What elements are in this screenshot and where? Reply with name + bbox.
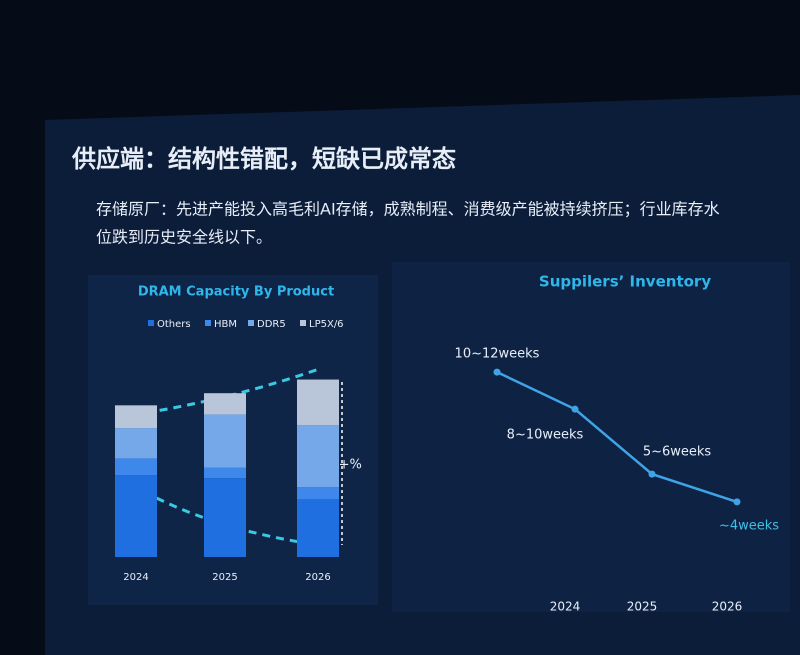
bar-segment: [297, 425, 339, 488]
x-tick-label: 2026: [305, 572, 330, 583]
trend-arrow: [131, 483, 321, 547]
point: [571, 405, 579, 413]
value-label: 10~12weeks: [455, 347, 540, 362]
value-label: ~4weeks: [719, 518, 779, 533]
bar-segment: [297, 487, 339, 500]
bar-segment: [204, 393, 246, 415]
legend-label: Others: [157, 319, 191, 330]
value-label: 8~10weeks: [507, 428, 584, 443]
bar-segment: [115, 428, 157, 459]
value-label: 5~6weeks: [643, 445, 712, 460]
bar-segment: [297, 499, 339, 557]
legend-swatch: [300, 320, 306, 326]
slide-title: 供应端：结构性错配，短缺已成常态: [71, 145, 456, 173]
point: [733, 498, 741, 506]
legend-swatch: [148, 320, 154, 326]
x-tick-label: 2025: [627, 600, 658, 614]
x-tick-label: 2026: [712, 600, 743, 614]
panel-right: [392, 262, 790, 612]
slide-subtitle: 位跌到历史安全线以下。: [96, 228, 272, 247]
x-tick-label: 2024: [550, 600, 581, 614]
bar-segment: [115, 405, 157, 429]
legend-swatch: [205, 320, 211, 326]
bar-segment: [204, 478, 246, 557]
point: [648, 470, 656, 478]
bar-segment: [204, 467, 246, 479]
x-tick-label: 2025: [212, 572, 237, 583]
point: [493, 368, 501, 376]
bar-segment: [115, 458, 157, 476]
bar-segment: [204, 414, 246, 468]
chart-title: Suppilers’ Inventory: [539, 273, 711, 291]
legend-label: HBM: [214, 319, 237, 330]
bar-segment: [115, 475, 157, 557]
line: [496, 370, 738, 504]
legend-label: LP5X/6: [309, 319, 344, 330]
x-tick-label: 2024: [123, 572, 148, 583]
legend-label: DDR5: [257, 319, 286, 330]
slide-subtitle: 存储原厂：先进产能投入高毛利AI存储，成熟制程、消费级产能被持续挤压；行业库存水: [96, 200, 720, 219]
bar-segment: [297, 379, 339, 426]
legend-swatch: [248, 320, 254, 326]
chart-title: DRAM Capacity By Product: [138, 285, 334, 300]
